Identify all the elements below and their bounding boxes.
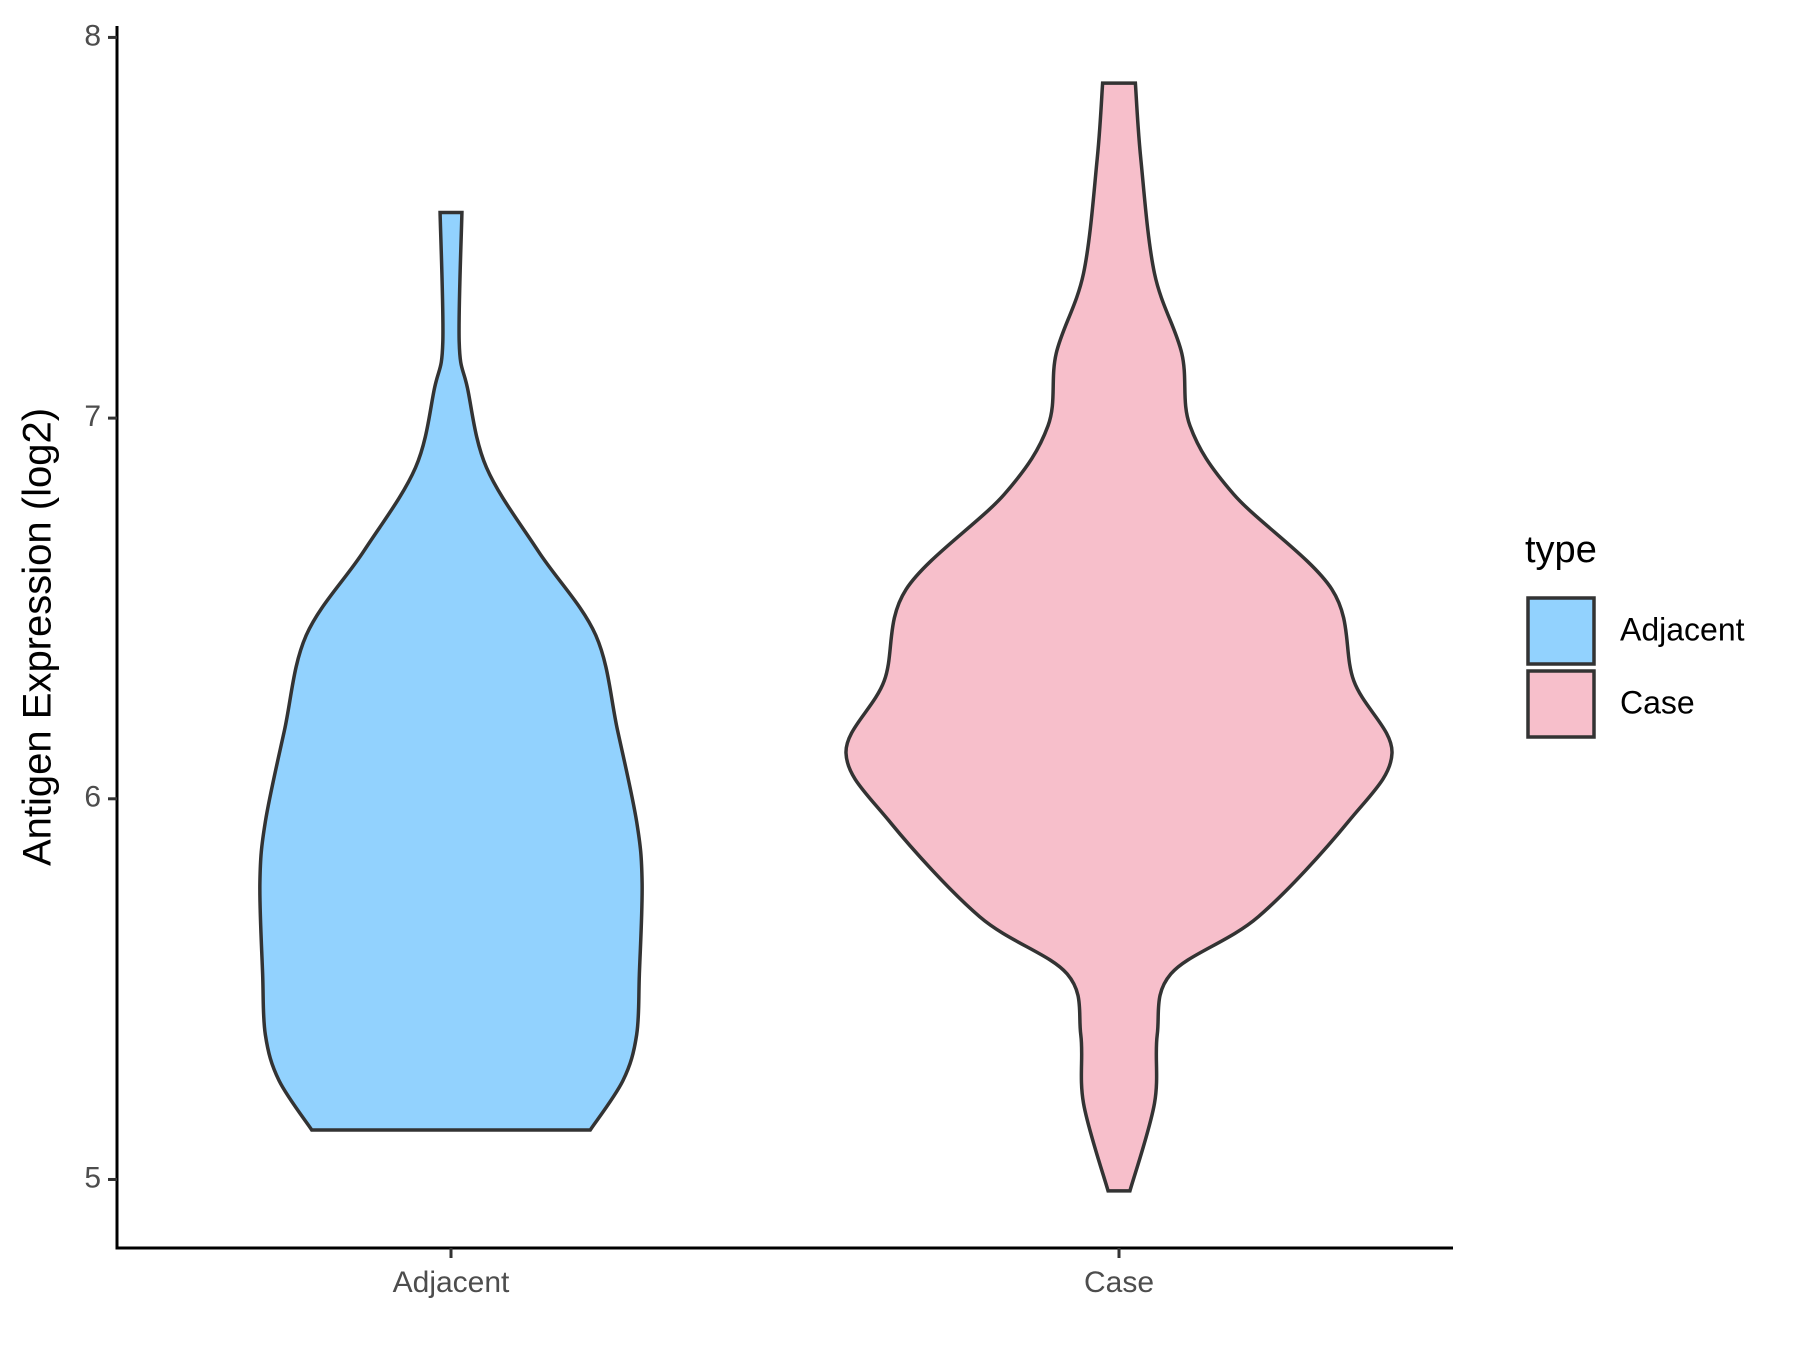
- y-tick-label: 6: [84, 781, 101, 814]
- y-tick-label: 7: [84, 400, 101, 433]
- legend-title: type: [1525, 529, 1597, 571]
- violin: [258, 210, 644, 1132]
- legend-label: Adjacent: [1620, 611, 1745, 647]
- y-tick-label: 5: [84, 1161, 101, 1194]
- legend-key: [1526, 669, 1596, 739]
- x-tick-label: Case: [1084, 1266, 1154, 1299]
- y-axis-title: Antigen Expression (log2): [16, 408, 60, 866]
- legend-key: [1526, 596, 1596, 666]
- y-tick-label: 8: [84, 19, 101, 52]
- legend-label: Case: [1620, 684, 1695, 720]
- x-tick-label: Adjacent: [393, 1266, 510, 1299]
- violin: [844, 81, 1394, 1193]
